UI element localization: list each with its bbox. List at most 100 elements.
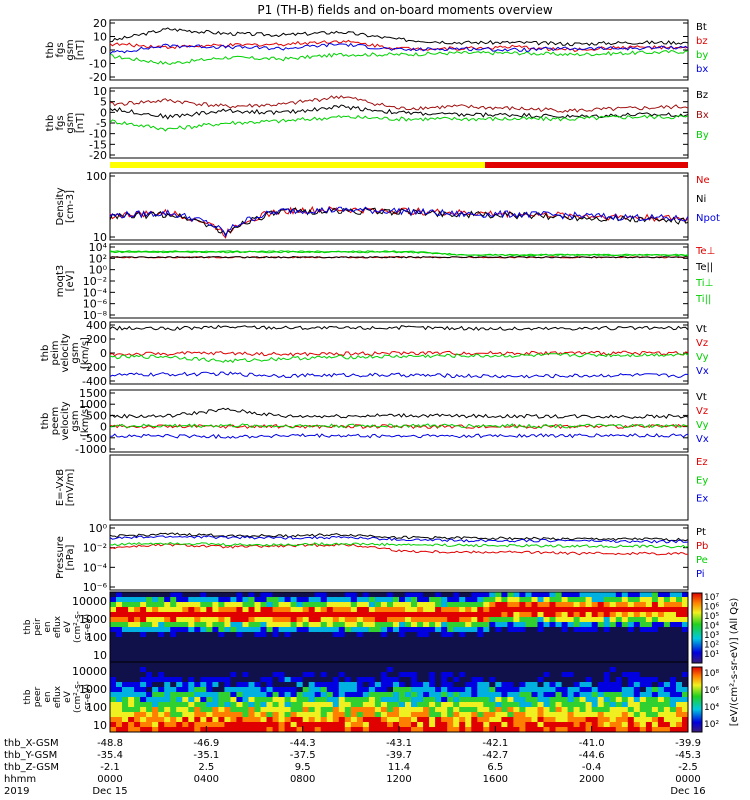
spectrogram-cell	[272, 712, 280, 718]
spectrogram-cell	[609, 682, 617, 688]
legend-Pt: Pt	[696, 527, 706, 538]
spectrogram-cell	[561, 662, 569, 668]
spectrogram-cell	[272, 722, 280, 728]
spectrogram-cell	[212, 637, 219, 643]
spectrogram-cell	[519, 607, 526, 613]
spectrogram-cell	[645, 727, 653, 733]
spectrogram-cell	[615, 622, 623, 628]
spectrogram-cell	[651, 682, 659, 688]
spectrogram-cell	[615, 672, 623, 678]
spectrogram-cell	[314, 727, 322, 733]
spectrogram-cell	[326, 647, 334, 653]
spectrogram-cell	[308, 617, 316, 623]
spectrogram-cell	[651, 667, 659, 673]
spectrogram-cell	[374, 702, 382, 708]
spectrogram-cell	[272, 692, 280, 698]
x-row-value: -45.3	[675, 750, 701, 761]
spectrogram-cell	[362, 702, 370, 708]
spectrogram-cell	[543, 647, 550, 653]
spectrogram-cell	[555, 647, 562, 653]
spectrogram-cell	[128, 717, 135, 723]
spectrogram-cell	[639, 592, 647, 598]
spectrogram-cell	[682, 592, 689, 598]
spectrogram-cell	[531, 702, 538, 708]
spectrogram-cell	[170, 707, 177, 713]
spectrogram-cell	[218, 717, 225, 723]
spectrogram-cell	[296, 637, 304, 643]
spectrogram-cell	[435, 617, 442, 623]
x-row-value: Dec 15	[92, 786, 127, 797]
y-tick-label: 10000	[72, 665, 107, 678]
spectrogram-cell	[627, 682, 635, 688]
spectrogram-cell	[194, 622, 201, 628]
spectrogram-cell	[393, 642, 400, 648]
spectrogram-cell	[561, 657, 569, 663]
spectrogram-cell	[326, 707, 334, 713]
spectrogram-cell	[645, 707, 653, 713]
spectrogram-cell	[278, 662, 286, 668]
spectrogram-cell	[609, 617, 617, 623]
y-axis-label: gsm	[70, 342, 81, 363]
spectrogram-cell	[122, 617, 129, 623]
y-tick-label: 1500	[79, 387, 107, 400]
spectrogram-cell	[387, 637, 394, 643]
spectrogram-cell	[682, 607, 689, 613]
spectrogram-cell	[194, 627, 201, 633]
spectrogram-cell	[188, 672, 195, 678]
spectrogram-cell	[182, 632, 189, 638]
y-tick-label: -15	[89, 138, 107, 151]
spectrogram-cell	[380, 612, 388, 618]
spectrogram-cell	[176, 592, 183, 598]
spectrogram-cell	[453, 687, 460, 693]
spectrogram-cell	[627, 657, 635, 663]
spectrogram-cell	[242, 707, 249, 713]
spectrogram-cell	[441, 682, 448, 688]
spectrogram-cell	[441, 652, 448, 658]
spectrogram-cell	[525, 692, 532, 698]
spectrogram-cell	[284, 662, 292, 668]
spectrogram-cell	[212, 657, 219, 663]
spectrogram-cell	[170, 692, 177, 698]
spectrogram-cell	[429, 652, 436, 658]
spectrogram-cell	[441, 687, 448, 693]
spectrogram-cell	[387, 667, 394, 673]
spectrogram-cell	[128, 637, 135, 643]
spectrogram-cell	[657, 622, 665, 628]
spectrogram-cell	[338, 667, 346, 673]
spectrogram-cell	[519, 707, 526, 713]
spectrogram-cell	[230, 657, 237, 663]
spectrogram-cell	[374, 627, 382, 633]
spectrogram-cell	[212, 627, 219, 633]
spectrogram-cell	[212, 632, 219, 638]
spectrogram-cell	[284, 697, 292, 703]
spectrogram-cell	[326, 687, 334, 693]
spectrogram-cell	[459, 642, 466, 648]
y-axis-label: thb	[40, 345, 51, 362]
spectrogram-cell	[242, 672, 249, 678]
spectrogram-cell	[471, 627, 478, 633]
spectrogram-cell	[266, 647, 273, 653]
y-tick-label: -10	[89, 128, 107, 141]
spectrogram-cell	[110, 652, 117, 658]
spectrogram-cell	[471, 682, 478, 688]
spectrogram-cell	[405, 717, 412, 723]
spectrogram-cell	[405, 697, 412, 703]
spectrogram-cell	[459, 647, 466, 653]
spectrogram-cell	[368, 682, 376, 688]
spectrogram-cell	[116, 722, 123, 728]
spectrogram-cell	[676, 657, 683, 663]
spectrogram-cell	[206, 592, 213, 598]
spectrogram-cell	[573, 667, 581, 673]
spectrogram-cell	[585, 597, 593, 603]
spectrogram-cell	[669, 652, 677, 658]
spectrogram-cell	[429, 612, 436, 618]
spectrogram-cell	[176, 657, 183, 663]
spectrogram-cell	[170, 607, 177, 613]
spectrogram-cell	[597, 682, 605, 688]
spectrogram-cell	[326, 617, 334, 623]
spectrogram-cell	[158, 697, 165, 703]
spectrogram-cell	[513, 617, 520, 623]
spectrogram-cell	[477, 707, 484, 713]
spectrogram-cell	[411, 607, 418, 613]
spectrogram-cell	[122, 597, 129, 603]
